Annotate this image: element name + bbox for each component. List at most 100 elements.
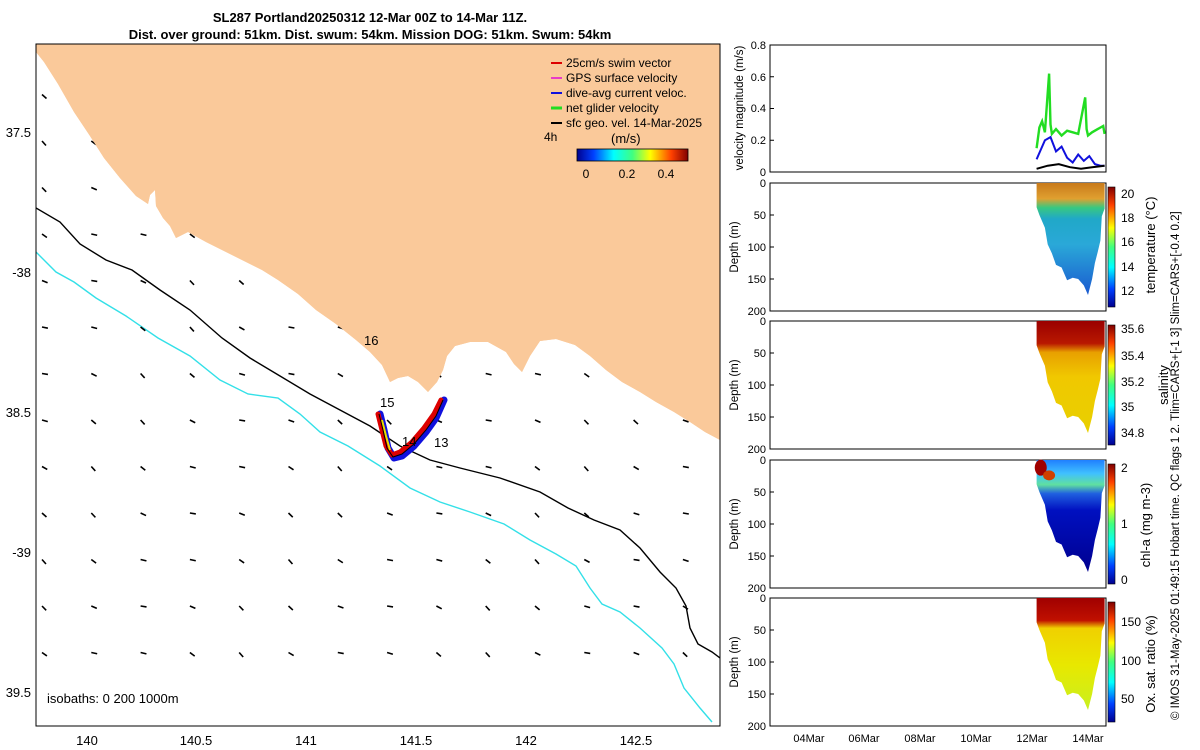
geo-arrow	[288, 465, 294, 471]
chla-depth-tick: 50	[754, 487, 766, 499]
chla-depth-tick: 100	[748, 519, 766, 531]
net-glider-path	[378, 399, 444, 458]
day-label-13: 13	[434, 435, 448, 450]
sal-cb-tick-35-4: 35.4	[1121, 349, 1145, 363]
geo-arrow	[238, 558, 245, 564]
x-tick-142-5: 142.5	[620, 733, 653, 748]
map-panel: 16 15 14 13 25cm/s swim vector GPS surfa…	[6, 43, 721, 748]
legend-label-dive-avg: dive-avg current veloc.	[566, 86, 687, 100]
geo-arrow	[386, 512, 393, 516]
map-x-axis: 140 140.5 141 141.5 142 142.5	[76, 733, 652, 748]
chla-hotspot-2	[1043, 470, 1056, 481]
geo-arrow	[287, 558, 294, 565]
velocity-panel: velocity magnitude (m/s) 0 0.2 0.4 0.6 0…	[734, 40, 1107, 179]
geo-arrow	[583, 512, 590, 518]
geo-arrow	[41, 326, 49, 329]
geo-arrow	[337, 372, 344, 378]
geo-arrow	[238, 326, 245, 331]
geo-arrow	[682, 419, 689, 423]
geo-arrow	[534, 512, 540, 518]
side-caption: © IMOS 31-May-2025 01:49:15 Hobart time.…	[1170, 211, 1182, 720]
y-tick-38-5: 38.5	[6, 405, 31, 420]
velocity-ylabel: velocity magnitude (m/s)	[734, 46, 746, 171]
geo-arrow	[238, 605, 244, 611]
geo-arrow	[682, 605, 689, 610]
geo-arrow	[584, 605, 591, 609]
temp-cb-tick-12: 12	[1121, 284, 1135, 298]
chla-cb-tick-0: 0	[1121, 573, 1128, 587]
isobath-note: isobaths: 0 200 1000m	[47, 691, 179, 706]
geo-arrow	[288, 326, 295, 329]
geo-arrow	[189, 419, 196, 424]
geo-arrow	[41, 279, 48, 284]
geo-arrow	[633, 512, 640, 516]
oxygen-depth-label: Depth (m)	[729, 636, 741, 687]
geo-arrow	[90, 419, 97, 425]
geo-arrow	[485, 651, 491, 658]
geo-arrow	[189, 512, 196, 515]
geo-arrow	[534, 419, 541, 424]
salinity-depth-label: Depth (m)	[729, 359, 741, 410]
oxygen-depth-tick: 150	[748, 689, 766, 701]
map-legend: 25cm/s swim vector GPS surface velocity …	[544, 56, 702, 181]
x-tick-140: 140	[76, 733, 98, 748]
geo-arrow	[682, 558, 689, 563]
glider-track	[375, 396, 448, 462]
interval-label: 4h	[544, 130, 557, 144]
geo-arrow	[288, 372, 295, 376]
temperature-depth-tick: 150	[748, 274, 766, 286]
geo-arrow	[41, 558, 47, 565]
geo-arrow	[337, 651, 344, 655]
sal-cb-tick-35-2: 35.2	[1121, 375, 1145, 389]
chla-depth-tick: 200	[748, 583, 766, 595]
geo-arrow	[140, 233, 147, 237]
sal-cb-tick-34-8: 34.8	[1121, 426, 1145, 440]
salinity-labels: salinity 35.6 35.4 35.2 35 34.8	[1121, 322, 1171, 440]
geo-arrow	[386, 465, 393, 471]
geo-arrow	[534, 465, 541, 471]
chla-section-data	[1036, 460, 1105, 572]
oxygen-labels: Ox. sat. ratio (%) 150 100 50	[1121, 615, 1158, 713]
geo-arrow	[140, 279, 147, 284]
oxygen-depth-tick: 0	[760, 593, 766, 605]
chla-cb-label: chl-a (mg m-3)	[1138, 483, 1153, 568]
geo-arrow	[140, 605, 147, 608]
geo-arrow	[41, 372, 49, 376]
x-tick-140-5: 140.5	[180, 733, 213, 748]
temperature-depth-tick: 200	[748, 306, 766, 318]
time-tick-08mar: 08Mar	[904, 733, 936, 745]
geo-arrow	[41, 140, 47, 147]
geo-arrow	[436, 465, 443, 469]
legend-label-sfc-geo: sfc geo. vel. 14-Mar-2025	[566, 116, 702, 130]
geo-arrow	[337, 558, 344, 564]
temp-cb-tick-20: 20	[1121, 187, 1135, 201]
geo-arrow	[90, 512, 96, 518]
geo-arrow	[337, 512, 343, 518]
temp-cb-tick-18: 18	[1121, 211, 1135, 225]
y-tick-39-5: 39.5	[6, 685, 31, 700]
geo-arrow	[485, 419, 492, 422]
salinity-section-data	[1036, 321, 1105, 433]
geo-arrow	[41, 605, 47, 611]
geo-arrow	[140, 558, 147, 562]
temperature-depth-tick: 0	[760, 178, 766, 190]
salinity-depth-tick: 100	[748, 380, 766, 392]
isobath-200m	[36, 207, 720, 659]
vel-tick-0-6: 0.6	[751, 72, 766, 84]
geo-arrow	[288, 651, 295, 657]
vel-tick-0-4: 0.4	[751, 103, 766, 115]
geo-arrow	[41, 233, 48, 239]
oxygen-section-data	[1036, 598, 1105, 710]
geo-arrow	[583, 558, 590, 564]
geo-arrow	[140, 372, 146, 379]
geo-arrow	[386, 651, 394, 655]
geo-arrow	[485, 605, 491, 611]
geo-arrow	[534, 651, 541, 656]
geo-arrow	[485, 512, 492, 517]
geo-arrow	[436, 512, 443, 515]
time-tick-12mar: 12Mar	[1016, 733, 1048, 745]
day-label-16: 16	[364, 333, 378, 348]
sal-cb-tick-35: 35	[1121, 400, 1135, 414]
salinity-section-panel: Depth (m) 0 50 100 150 200	[729, 316, 1116, 456]
ox-cb-tick-50: 50	[1121, 692, 1135, 706]
